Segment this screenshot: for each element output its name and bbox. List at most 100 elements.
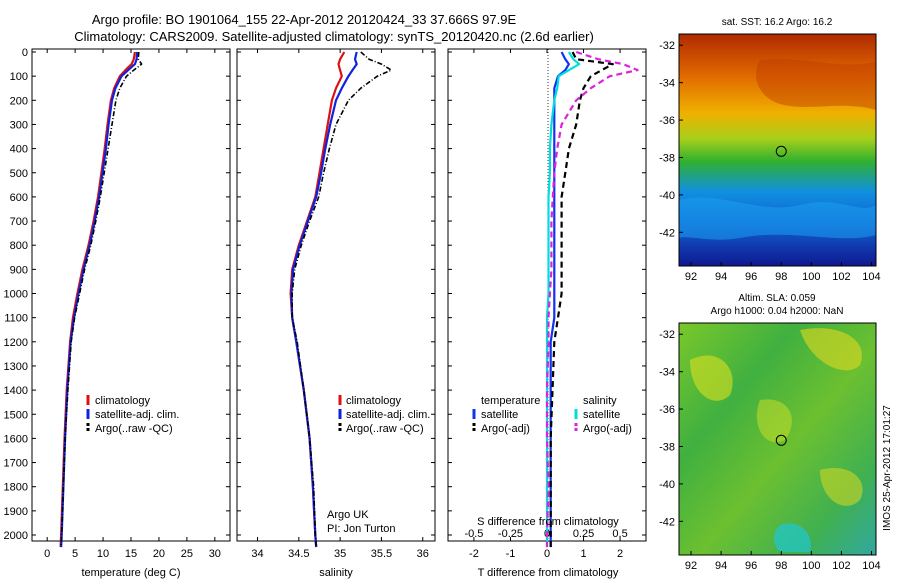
imos-timestamp: IMOS 25-Apr-2012 17:01:27	[882, 405, 893, 531]
salinity-x-ticks: 34 34.5 35 35.5 36	[251, 49, 429, 560]
legend-t-argo-label: Argo(-adj)	[481, 423, 530, 435]
x-tick-label: 25	[181, 548, 193, 560]
salinity-legend: climatology satellite-adj. clim. Argo(..…	[338, 395, 430, 435]
depth-tick-label: 400	[10, 144, 28, 156]
difference-s-ticks: -0.5 -0.25 0 0.25 0.5	[464, 528, 627, 540]
temperature-legend: climatology satellite-adj. clim. Argo(..…	[86, 395, 179, 435]
depth-tick-label: 1000	[4, 289, 28, 301]
depth-tick-label: 1300	[4, 361, 28, 373]
series-line	[291, 51, 393, 548]
s-tick-label: 0.5	[612, 528, 627, 540]
s-diff-label: S difference from climatology	[477, 516, 619, 528]
series-line	[545, 50, 639, 548]
difference-panel: -2 -1 0 1 2 -0.5 -0.25 0 0.25 0.5 S difference f…	[447, 48, 647, 579]
argo-float-marker	[775, 434, 787, 446]
x-tick-label: 35	[334, 548, 346, 560]
lon-tick-label: 94	[715, 271, 727, 283]
argo-float-marker	[775, 145, 787, 157]
x-tick-label: 5	[72, 548, 78, 560]
temperature-axes-frame	[31, 48, 231, 542]
difference-series	[545, 50, 639, 548]
lon-tick-label: 92	[685, 271, 697, 283]
series-line	[290, 51, 358, 548]
depth-tick-label: 1100	[4, 313, 28, 325]
sst-map-panel: sat. SST: 16.2 Argo: 16.2 92 94 96 98 100 102…	[659, 17, 881, 283]
sla-yellow-patch	[690, 355, 733, 401]
x-tick-label: 34	[251, 548, 263, 560]
depth-tick-label: 1500	[4, 409, 28, 421]
difference-legend: temperature satellite Argo(-adj) salinit…	[472, 395, 632, 435]
lat-tick-label: -34	[659, 78, 675, 90]
sla-map-frame	[678, 322, 877, 556]
x-tick-label: -2	[469, 548, 479, 560]
salinity-xlabel: salinity	[319, 567, 353, 579]
depth-tick-label: 1200	[4, 337, 28, 349]
lat-tick-label: -32	[659, 40, 675, 52]
x-tick-label: 20	[153, 548, 165, 560]
depth-tick-label: 700	[10, 216, 28, 228]
lat-tick-label: -42	[659, 516, 675, 528]
sst-warm-blotch	[756, 58, 876, 110]
sst-map-title: sat. SST: 16.2 Argo: 16.2	[722, 17, 833, 28]
depth-tick-label: 100	[10, 71, 28, 83]
s-tick-label: -0.5	[464, 528, 483, 540]
t-diff-label: T difference from climatology	[478, 567, 619, 579]
x-tick-label: 30	[209, 548, 221, 560]
sla-map-ticks: 92 94 96 98 100 102 104 -32 -34 -36 -38 -40 -42	[659, 329, 881, 572]
credit-org: Argo UK	[327, 509, 369, 521]
lon-tick-label: 98	[775, 271, 787, 283]
x-tick-label: 15	[125, 548, 137, 560]
figure-title-line1: Argo profile: BO 1901064_155 22-Apr-2012…	[92, 12, 517, 27]
depth-tick-label: 2000	[4, 530, 28, 542]
depth-tick-label: 500	[10, 168, 28, 180]
series-line	[545, 51, 581, 548]
lon-tick-label: 96	[745, 560, 757, 572]
legend-s-satellite-label: satellite	[583, 409, 620, 421]
sla-map-title-2: Argo h1000: 0.04 h2000: NaN	[711, 306, 844, 317]
sla-yellow-patch	[756, 399, 792, 443]
sla-cyan-patch	[774, 523, 811, 552]
depth-tick-label: 800	[10, 240, 28, 252]
lat-tick-label: -40	[659, 479, 675, 491]
x-tick-label: 2	[617, 548, 623, 560]
legend-satadj-label: satellite-adj. clim.	[346, 409, 430, 421]
sst-map-ticks: 92 94 96 98 100 102 104 -32 -34 -36 -38 -40 -42	[659, 40, 881, 283]
salinity-depth-ticks	[237, 51, 435, 536]
series-line	[549, 51, 571, 548]
lat-tick-label: -32	[659, 329, 675, 341]
legend-argo-label: Argo(..raw -QC)	[346, 423, 424, 435]
depth-tick-label: 600	[10, 192, 28, 204]
legend-s-heading: salinity	[583, 395, 617, 407]
lon-tick-label: 92	[685, 560, 697, 572]
salinity-panel: 34 34.5 35 35.5 36 salinity climatology sate…	[236, 48, 436, 579]
lon-tick-label: 102	[832, 560, 850, 572]
depth-tick-label: 1800	[4, 482, 28, 494]
lon-tick-label: 100	[802, 560, 820, 572]
sst-map-frame	[678, 33, 877, 267]
legend-satadj-label: satellite-adj. clim.	[95, 409, 179, 421]
sla-yellow-patch	[800, 328, 862, 371]
legend-climatology-label: climatology	[346, 395, 402, 407]
lon-tick-label: 102	[832, 271, 850, 283]
lon-tick-label: 100	[802, 271, 820, 283]
lon-tick-label: 98	[775, 560, 787, 572]
sla-map-title-1: Altim. SLA: 0.059	[738, 293, 816, 304]
depth-tick-label: 1600	[4, 433, 28, 445]
x-tick-label: 0	[544, 548, 550, 560]
sla-yellow-patch	[820, 468, 863, 506]
legend-s-argo-label: Argo(-adj)	[583, 423, 632, 435]
x-tick-label: 36	[417, 548, 429, 560]
x-tick-label: 0	[44, 548, 50, 560]
lon-tick-label: 104	[862, 271, 880, 283]
x-tick-label: 34.5	[288, 548, 309, 560]
lat-tick-label: -42	[659, 227, 675, 239]
legend-t-heading: temperature	[481, 395, 540, 407]
x-tick-label: -1	[506, 548, 516, 560]
lat-tick-label: -38	[659, 152, 675, 164]
series-line	[59, 51, 136, 548]
x-tick-label: 10	[97, 548, 109, 560]
lat-tick-label: -36	[659, 115, 675, 127]
lon-tick-label: 104	[862, 560, 880, 572]
lon-tick-label: 96	[745, 271, 757, 283]
